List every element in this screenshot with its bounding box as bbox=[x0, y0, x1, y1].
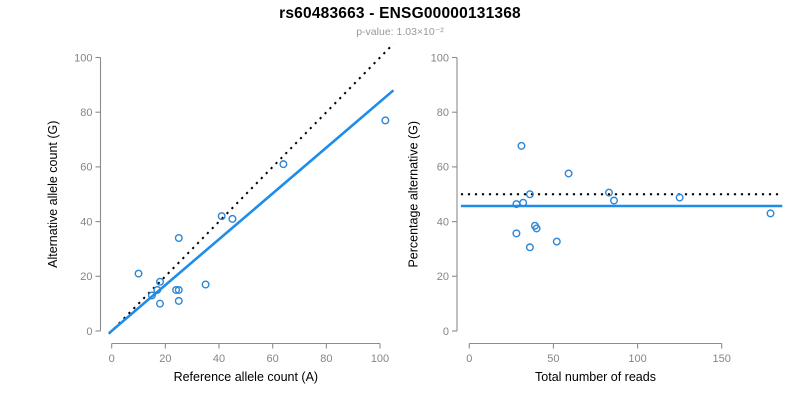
x-tick-label: 60 bbox=[267, 353, 279, 365]
left-plot: 0 20 40 60 80 100 0 20 40 60 80 100 Reference allele… bbox=[46, 44, 395, 384]
data-point bbox=[228, 214, 237, 223]
data-point bbox=[153, 285, 162, 294]
data-point bbox=[147, 291, 156, 300]
x-tick-label: 0 bbox=[466, 353, 472, 365]
y-axis-title: Alternative allele count (G) bbox=[46, 121, 60, 268]
x-axis-title: Reference allele count (A) bbox=[174, 370, 319, 384]
x-tick-label: 100 bbox=[628, 353, 646, 365]
data-point bbox=[381, 116, 390, 125]
y-tick-label: 60 bbox=[80, 162, 92, 174]
y-tick-label: 0 bbox=[443, 326, 449, 338]
data-point bbox=[532, 224, 541, 233]
fit-line bbox=[108, 89, 395, 335]
data-point bbox=[279, 160, 288, 169]
y-tick-label: 20 bbox=[80, 271, 92, 283]
data-point bbox=[517, 141, 526, 150]
data-point bbox=[174, 285, 183, 294]
data-point bbox=[201, 280, 210, 289]
y-tick-label: 40 bbox=[80, 216, 92, 228]
x-tick-label: 50 bbox=[547, 353, 559, 365]
data-point bbox=[519, 198, 528, 207]
data-point bbox=[675, 193, 684, 202]
y-tick-label: 60 bbox=[437, 162, 449, 174]
data-point bbox=[172, 285, 181, 294]
x-tick-label: 0 bbox=[109, 353, 115, 365]
data-point bbox=[766, 209, 775, 218]
plot-area bbox=[460, 141, 783, 252]
plot-area bbox=[108, 44, 395, 335]
data-point bbox=[174, 296, 183, 305]
axes: 0 20 40 60 80 100 0 50 100 150 Total number of rea… bbox=[407, 52, 731, 384]
x-tick-label: 40 bbox=[213, 353, 225, 365]
data-point bbox=[155, 277, 164, 286]
data-point bbox=[552, 237, 561, 246]
x-tick-label: 100 bbox=[371, 353, 389, 365]
y-tick-label: 80 bbox=[80, 107, 92, 119]
right-plot: 0 20 40 60 80 100 0 50 100 150 Total number of rea… bbox=[407, 52, 783, 384]
y-tick-label: 40 bbox=[437, 216, 449, 228]
y-tick-label: 100 bbox=[74, 52, 92, 64]
data-point bbox=[610, 196, 619, 205]
data-point bbox=[174, 234, 183, 243]
data-point bbox=[134, 269, 143, 278]
data-point bbox=[525, 190, 534, 199]
x-axis-title: Total number of reads bbox=[535, 370, 656, 384]
data-point bbox=[564, 169, 573, 178]
identity-line bbox=[108, 44, 395, 335]
x-tick-label: 150 bbox=[713, 353, 731, 365]
data-point bbox=[512, 229, 521, 238]
data-point bbox=[217, 212, 226, 221]
axes: 0 20 40 60 80 100 0 20 40 60 80 100 Reference allele… bbox=[46, 52, 389, 384]
data-point bbox=[155, 299, 164, 308]
y-tick-label: 0 bbox=[86, 326, 92, 338]
y-axis-title: Percentage alternative (G) bbox=[407, 121, 421, 268]
y-tick-label: 100 bbox=[431, 52, 449, 64]
y-tick-label: 80 bbox=[437, 107, 449, 119]
data-point bbox=[525, 243, 534, 252]
data-point bbox=[604, 188, 613, 197]
x-tick-label: 80 bbox=[320, 353, 332, 365]
x-tick-label: 20 bbox=[159, 353, 171, 365]
y-tick-label: 20 bbox=[437, 271, 449, 283]
